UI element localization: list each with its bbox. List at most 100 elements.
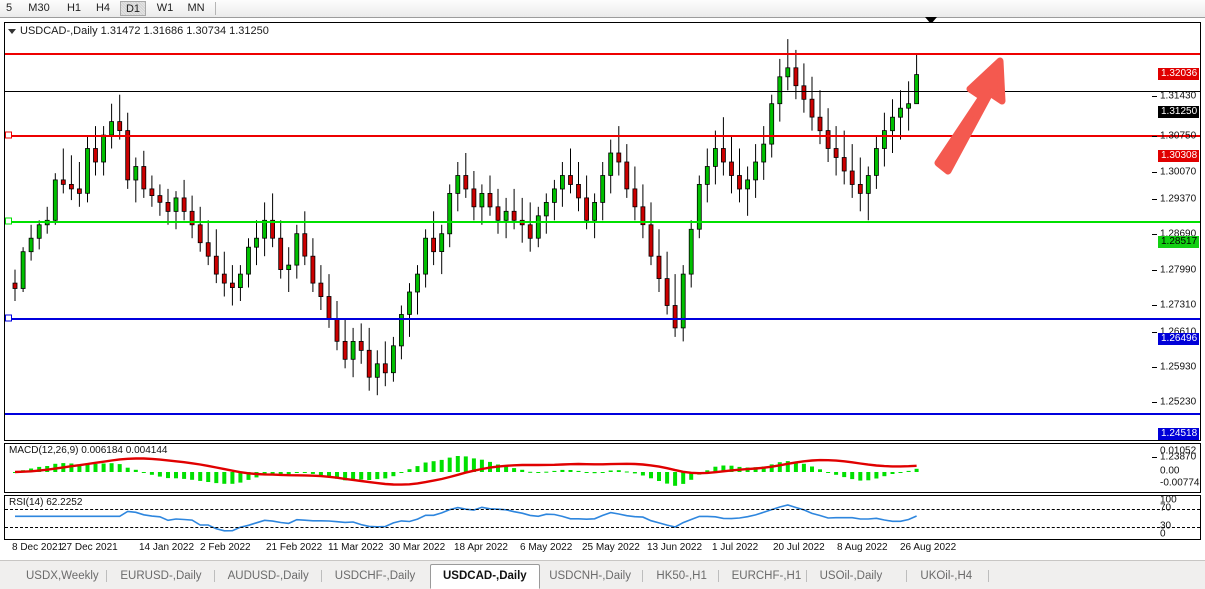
price-tick bbox=[1152, 367, 1157, 368]
price-tick bbox=[1152, 172, 1157, 173]
date-axis-label: 6 May 2022 bbox=[520, 542, 573, 553]
rsi-label: RSI(14) 62.2252 bbox=[9, 497, 83, 508]
price-tick-label: 1.25230 bbox=[1160, 396, 1197, 408]
chart-tab-bar: USDX,Weekly EURUSD-,Daily AUDUSD-,Daily USD… bbox=[0, 560, 1205, 589]
macd-pane[interactable]: MACD(12,26,9) 0.006184 0.004144 bbox=[4, 443, 1201, 493]
chevron-down-icon[interactable] bbox=[8, 28, 16, 34]
tab-separator bbox=[320, 570, 322, 582]
date-axis-label: 21 Feb 2022 bbox=[266, 542, 323, 553]
price-scale[interactable]: 1.31430 1.30750 1.30070 1.29370 1.28690 1.279… bbox=[1152, 22, 1205, 556]
macd-scale-label: 0.00 bbox=[1160, 465, 1180, 477]
price-tick bbox=[1152, 332, 1157, 333]
chart-header-text: USDCAD-,Daily 1.31472 1.31686 1.30734 1.… bbox=[20, 25, 269, 37]
rsi-scale-label: 0 bbox=[1160, 528, 1166, 540]
chart-tab-hk50--h1[interactable]: HK50-,H1 bbox=[656, 570, 707, 582]
rsi-overbought-line bbox=[5, 509, 1200, 510]
date-axis-label: 20 Jul 2022 bbox=[773, 542, 825, 553]
price-tick bbox=[1152, 234, 1157, 235]
level-line-resistance-lower[interactable] bbox=[5, 135, 1200, 137]
price-level-badge-blue[interactable]: 1.24518 bbox=[1158, 428, 1200, 440]
price-level-badge-red[interactable]: 1.30308 bbox=[1158, 150, 1200, 162]
rsi-scale-label: 70 bbox=[1160, 502, 1172, 514]
level-line-support-green[interactable] bbox=[5, 221, 1200, 223]
level-line-current-price[interactable] bbox=[5, 91, 1200, 92]
price-tick-label: 1.25930 bbox=[1160, 361, 1197, 373]
macd-scale-label: -0.00774 bbox=[1160, 477, 1200, 489]
timeframe-button-d1[interactable]: D1 bbox=[120, 1, 146, 16]
chart-tab-ukoil--h4[interactable]: UKOil-,H4 bbox=[920, 570, 973, 582]
tab-separator bbox=[213, 570, 215, 582]
level-handle-support-green[interactable] bbox=[5, 217, 12, 225]
date-axis-label: 11 Mar 2022 bbox=[328, 542, 384, 553]
chart-tab-usdx-weekly[interactable]: USDX,Weekly bbox=[26, 570, 99, 582]
chart-tab-usdcnh--daily[interactable]: USDCNH-,Daily bbox=[549, 570, 631, 582]
toolbar-separator bbox=[215, 2, 216, 15]
price-level-badge-green[interactable]: 1.28517 bbox=[1158, 236, 1200, 248]
timeframe-button-5[interactable]: 5 bbox=[5, 2, 13, 14]
timeframe-button-h4[interactable]: H4 bbox=[95, 2, 111, 14]
macd-series bbox=[13, 456, 919, 486]
chart-tab-audusd--daily[interactable]: AUDUSD-,Daily bbox=[227, 570, 309, 582]
price-pane[interactable] bbox=[4, 22, 1201, 441]
chart-header: USDCAD-,Daily 1.31472 1.31686 1.30734 1.… bbox=[8, 25, 269, 37]
level-line-resistance-upper[interactable] bbox=[5, 53, 1200, 55]
tab-separator bbox=[906, 570, 908, 582]
chart-area: MACD(12,26,9) 0.006184 0.004144 RSI(14) … bbox=[4, 22, 1201, 556]
timeframe-button-mn[interactable]: MN bbox=[187, 2, 205, 14]
price-tick bbox=[1152, 457, 1157, 458]
tab-separator bbox=[988, 570, 989, 582]
date-axis-label: 2 Feb 2022 bbox=[200, 542, 251, 553]
macd-scale-label: 0.01052 bbox=[1160, 445, 1197, 457]
date-axis-label: 25 May 2022 bbox=[582, 542, 640, 553]
chart-tab-usoil--daily[interactable]: USOil-,Daily bbox=[819, 570, 883, 582]
chart-tab-usdchf--daily[interactable]: USDCHF-,Daily bbox=[334, 570, 416, 582]
rsi-oversold-line bbox=[5, 527, 1200, 528]
tab-separator bbox=[106, 570, 108, 582]
price-tick bbox=[1152, 402, 1157, 403]
date-axis-label: 8 Aug 2022 bbox=[837, 542, 888, 553]
chart-tab-eurusd--daily[interactable]: EURUSD-,Daily bbox=[120, 570, 202, 582]
tab-separator bbox=[717, 570, 719, 582]
price-level-badge-black[interactable]: 1.31250 bbox=[1158, 106, 1200, 118]
timeframe-button-h1[interactable]: H1 bbox=[66, 2, 82, 14]
date-axis-label: 27 Dec 2021 bbox=[61, 542, 118, 553]
price-level-badge-red[interactable]: 1.32036 bbox=[1158, 68, 1200, 80]
candlestick-series bbox=[12, 39, 919, 396]
price-tick bbox=[1152, 136, 1157, 137]
level-line-support-blue-1[interactable] bbox=[5, 318, 1200, 320]
level-handle-support-blue-1[interactable] bbox=[5, 314, 12, 322]
price-tick bbox=[1152, 270, 1157, 271]
chart-tab-usdcad--daily[interactable]: USDCAD-,Daily bbox=[430, 564, 540, 589]
arrow-up-right-icon[interactable] bbox=[930, 53, 1050, 193]
timeframe-toolbar: 5 M30 H1 H4 D1 W1 MN bbox=[0, 0, 1205, 18]
date-axis: 8 Dec 2021 27 Dec 2021 14 Jan 2022 2 Feb 20… bbox=[4, 540, 1201, 556]
price-tick-label: 1.28690 bbox=[1160, 228, 1197, 240]
date-axis-label: 1 Jul 2022 bbox=[712, 542, 759, 553]
macd-label: MACD(12,26,9) 0.006184 0.004144 bbox=[9, 445, 168, 456]
date-axis-label: 14 Jan 2022 bbox=[139, 542, 195, 553]
price-tick bbox=[1152, 199, 1157, 200]
tab-separator bbox=[805, 570, 807, 582]
date-axis-label: 26 Aug 2022 bbox=[900, 542, 957, 553]
price-tick bbox=[1152, 305, 1157, 306]
price-tick-label: 1.29370 bbox=[1160, 193, 1197, 205]
tab-separator bbox=[642, 570, 644, 582]
price-tick-label: 1.27990 bbox=[1160, 264, 1197, 276]
price-tick-label: 1.23870 bbox=[1160, 451, 1197, 463]
chart-scroll-marker bbox=[925, 17, 937, 24]
timeframe-button-m30[interactable]: M30 bbox=[28, 2, 50, 14]
level-handle-resistance-lower[interactable] bbox=[5, 131, 12, 139]
level-line-support-blue-2[interactable] bbox=[5, 413, 1200, 415]
price-tick-label: 1.30070 bbox=[1160, 166, 1197, 178]
rsi-scale-label: 100 bbox=[1160, 494, 1177, 506]
rsi-pane[interactable]: RSI(14) 62.2252 bbox=[4, 495, 1201, 540]
price-tick-label: 1.31430 bbox=[1160, 90, 1197, 102]
date-axis-label: 18 Apr 2022 bbox=[454, 542, 508, 553]
price-level-badge-blue[interactable]: 1.26496 bbox=[1158, 333, 1200, 345]
chart-tab-eurchf--h1[interactable]: EURCHF-,H1 bbox=[731, 570, 802, 582]
rsi-scale-label: 30 bbox=[1160, 520, 1172, 532]
date-axis-label: 30 Mar 2022 bbox=[389, 542, 446, 553]
timeframe-button-w1[interactable]: W1 bbox=[156, 2, 174, 14]
price-tick-label: 1.30750 bbox=[1160, 130, 1197, 142]
price-tick bbox=[1152, 96, 1157, 97]
